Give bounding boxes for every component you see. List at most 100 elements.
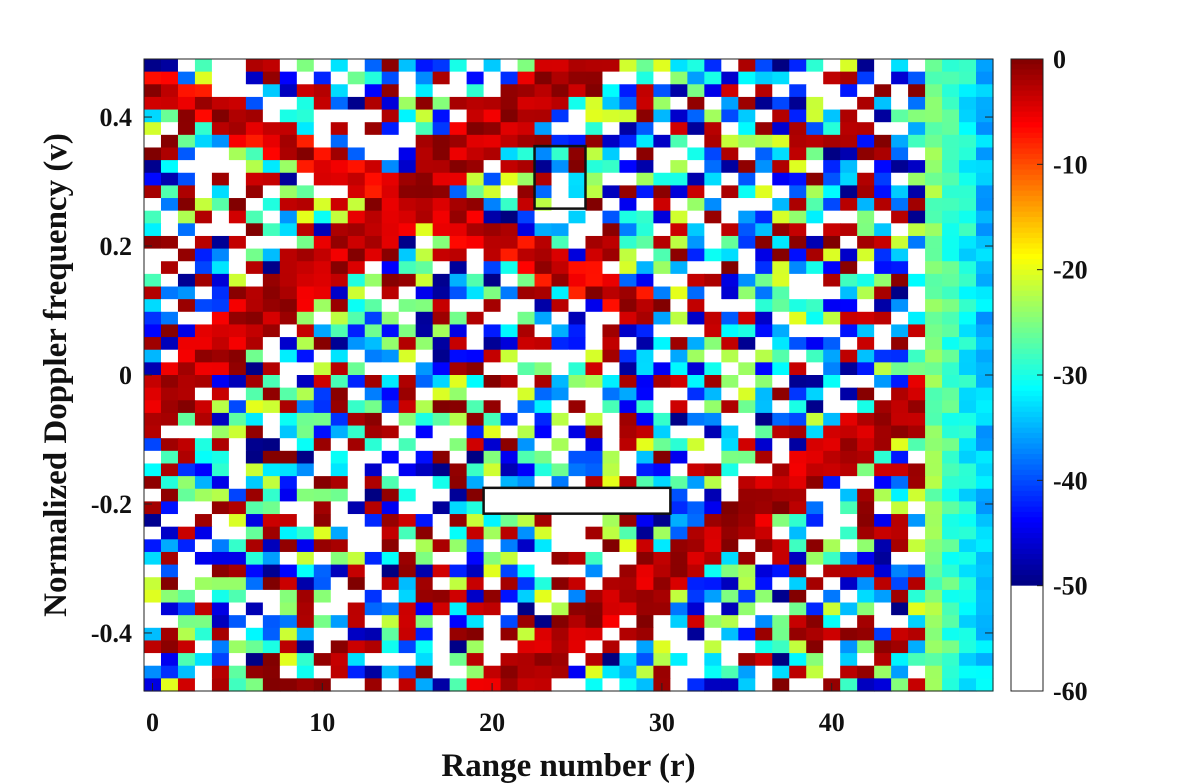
- heatmap-cell: [670, 59, 688, 73]
- heatmap-cell: [347, 362, 366, 376]
- heatmap-cell: [194, 71, 213, 85]
- colorbar-segment: [1011, 406, 1043, 413]
- heatmap-cell: [330, 337, 349, 351]
- heatmap-cell: [653, 627, 671, 642]
- heatmap-cell: [670, 349, 688, 363]
- heatmap-cell: [211, 577, 230, 591]
- heatmap-cell: [211, 122, 230, 136]
- heatmap-cell: [500, 349, 519, 363]
- heatmap-cell: [738, 109, 756, 123]
- heatmap-cell: [891, 577, 909, 591]
- heatmap-cell: [789, 198, 807, 212]
- heatmap-cell: [347, 185, 366, 199]
- heatmap-cell: [449, 273, 468, 288]
- heatmap-cell: [755, 564, 773, 578]
- heatmap-cell: [636, 84, 654, 98]
- heatmap-cell: [381, 84, 400, 98]
- heatmap-cell: [296, 286, 315, 300]
- heatmap-cell: [466, 653, 485, 667]
- heatmap-cell: [908, 337, 926, 351]
- heatmap-cell: [262, 488, 281, 502]
- colorbar-segment: [1011, 490, 1043, 497]
- heatmap-cell: [772, 488, 790, 502]
- heatmap-cell: [755, 476, 773, 490]
- heatmap-cell: [823, 299, 841, 313]
- heatmap-cell: [840, 463, 858, 477]
- heatmap-cell: [483, 172, 502, 186]
- heatmap-cell: [500, 375, 519, 389]
- heatmap-cell: [738, 172, 756, 186]
- heatmap-cell: [959, 640, 977, 654]
- heatmap-cell: [500, 640, 519, 654]
- heatmap-cell: [296, 261, 315, 275]
- heatmap-cell: [857, 539, 875, 553]
- heatmap-cell: [449, 476, 468, 490]
- heatmap-cell: [160, 134, 179, 149]
- heatmap-cell: [755, 412, 773, 427]
- heatmap-cell: [347, 210, 366, 224]
- heatmap-cell: [857, 450, 875, 465]
- heatmap-cell: [177, 438, 196, 452]
- heatmap-cell: [296, 349, 315, 363]
- heatmap-cell: [381, 349, 400, 363]
- heatmap-cell: [891, 134, 909, 149]
- heatmap-cell: [296, 678, 315, 692]
- heatmap-cell: [789, 387, 807, 401]
- heatmap-cell: [772, 84, 790, 98]
- heatmap-cell: [432, 640, 451, 654]
- heatmap-cell: [806, 261, 824, 275]
- heatmap-cell: [144, 375, 162, 389]
- heatmap-cell: [364, 400, 383, 414]
- heatmap-cell: [840, 438, 858, 452]
- heatmap-cell: [177, 589, 196, 604]
- heatmap-cell: [585, 96, 604, 111]
- heatmap-cell: [942, 577, 960, 591]
- heatmap-cell: [653, 589, 671, 604]
- heatmap-cell: [466, 438, 485, 452]
- heatmap-cell: [687, 273, 705, 288]
- heatmap-cell: [534, 261, 553, 275]
- heatmap-cell: [636, 286, 654, 300]
- heatmap-cell: [177, 412, 196, 427]
- heatmap-cell: [925, 476, 943, 490]
- heatmap-cell: [704, 311, 722, 326]
- heatmap-cell: [551, 147, 570, 161]
- heatmap-cell: [483, 160, 502, 174]
- heatmap-cell: [585, 514, 604, 528]
- heatmap-cell: [483, 602, 502, 616]
- heatmap-cell: [585, 223, 604, 237]
- heatmap-cell: [959, 602, 977, 616]
- heatmap-cell: [381, 526, 400, 540]
- heatmap-cell: [789, 349, 807, 363]
- heatmap-cell: [772, 109, 790, 123]
- heatmap-cell: [704, 425, 722, 439]
- heatmap-cell: [738, 337, 756, 351]
- colorbar-segment: [1011, 454, 1043, 460]
- heatmap-cell: [296, 248, 315, 262]
- heatmap-cell: [891, 640, 909, 654]
- heatmap-cell: [755, 299, 773, 313]
- heatmap-cell: [262, 349, 281, 363]
- heatmap-cell: [144, 640, 162, 654]
- heatmap-cell: [976, 109, 994, 123]
- heatmap-cell: [823, 501, 841, 515]
- heatmap-cell: [160, 248, 179, 262]
- heatmap-cell: [551, 324, 570, 338]
- heatmap-cell: [245, 589, 264, 604]
- heatmap-cell: [517, 134, 536, 149]
- heatmap-cell: [144, 59, 162, 73]
- heatmap-cell: [296, 450, 315, 465]
- heatmap-cell: [466, 71, 485, 85]
- colorbar-segment: [1011, 417, 1043, 423]
- heatmap-cell: [313, 362, 332, 376]
- heatmap-cell: [840, 653, 858, 667]
- heatmap-cell: [551, 273, 570, 288]
- heatmap-cell: [619, 450, 638, 465]
- heatmap-cell: [908, 109, 926, 123]
- heatmap-cell: [925, 311, 943, 326]
- heatmap-cell: [144, 71, 162, 85]
- heatmap-cell: [942, 71, 960, 85]
- heatmap-cell: [364, 362, 383, 376]
- heatmap-cell: [517, 71, 536, 85]
- heatmap-cell: [602, 412, 621, 427]
